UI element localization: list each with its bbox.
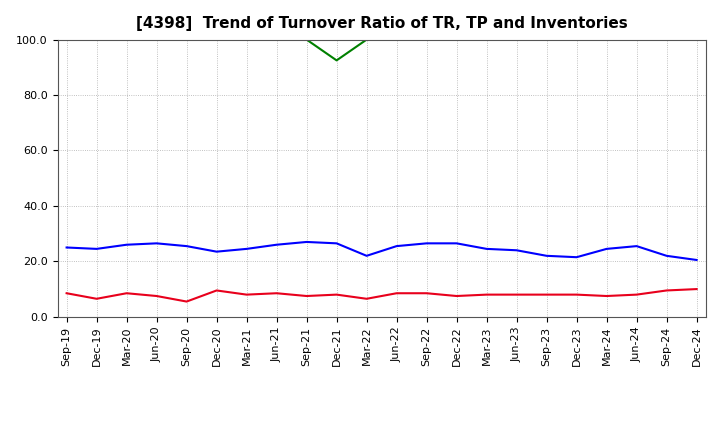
Trade Payables (602, 246, 611, 252)
Title: [4398]  Trend of Turnover Ratio of TR, TP and Inventories: [4398] Trend of Turnover Ratio of TR, TP… (136, 16, 627, 32)
Trade Payables (333, 241, 341, 246)
Trade Receivables (482, 292, 491, 297)
Trade Receivables (513, 292, 521, 297)
Trade Receivables (693, 286, 701, 292)
Trade Payables (693, 257, 701, 263)
Trade Payables (182, 243, 191, 249)
Trade Payables (122, 242, 131, 247)
Line: Inventories: Inventories (217, 40, 366, 60)
Trade Payables (242, 246, 251, 252)
Trade Receivables (333, 292, 341, 297)
Trade Payables (392, 243, 401, 249)
Trade Payables (212, 249, 221, 254)
Inventories (362, 37, 371, 42)
Trade Payables (452, 241, 461, 246)
Line: Trade Payables: Trade Payables (66, 242, 697, 260)
Trade Receivables (662, 288, 671, 293)
Trade Payables (272, 242, 281, 247)
Trade Payables (362, 253, 371, 258)
Trade Receivables (632, 292, 641, 297)
Trade Receivables (212, 288, 221, 293)
Inventories (212, 37, 221, 42)
Trade Payables (542, 253, 551, 258)
Inventories (333, 58, 341, 63)
Trade Payables (153, 241, 161, 246)
Trade Payables (302, 239, 311, 245)
Trade Receivables (272, 290, 281, 296)
Trade Receivables (182, 299, 191, 304)
Trade Payables (662, 253, 671, 258)
Trade Payables (513, 248, 521, 253)
Trade Payables (422, 241, 431, 246)
Trade Payables (62, 245, 71, 250)
Trade Receivables (92, 296, 101, 301)
Line: Trade Receivables: Trade Receivables (66, 289, 697, 301)
Trade Receivables (122, 290, 131, 296)
Trade Payables (632, 243, 641, 249)
Trade Receivables (602, 293, 611, 299)
Inventories (272, 37, 281, 42)
Trade Receivables (542, 292, 551, 297)
Trade Receivables (302, 293, 311, 299)
Trade Receivables (392, 290, 401, 296)
Trade Receivables (62, 290, 71, 296)
Trade Payables (482, 246, 491, 252)
Trade Receivables (572, 292, 581, 297)
Inventories (302, 37, 311, 42)
Trade Payables (92, 246, 101, 252)
Trade Payables (572, 255, 581, 260)
Trade Receivables (422, 290, 431, 296)
Trade Receivables (362, 296, 371, 301)
Trade Receivables (153, 293, 161, 299)
Trade Receivables (452, 293, 461, 299)
Trade Receivables (242, 292, 251, 297)
Inventories (242, 37, 251, 42)
